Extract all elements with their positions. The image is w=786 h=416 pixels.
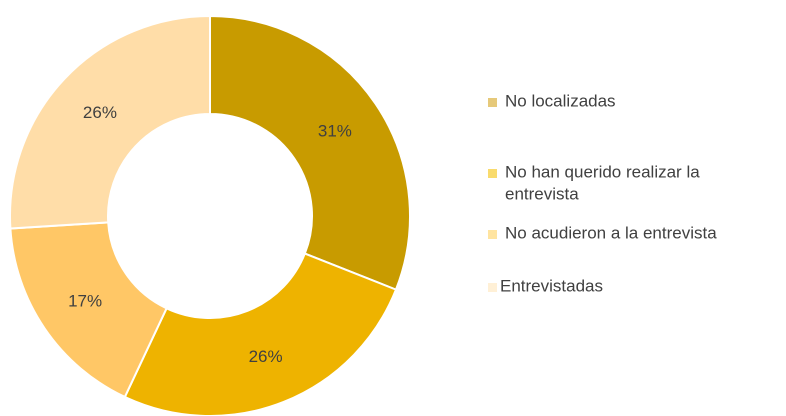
slice-no-acudieron — [9, 221, 168, 399]
legend-item-no-localizadas: No localizadas — [488, 92, 616, 111]
slice-entrevistadas — [9, 14, 211, 230]
legend-label-no-acudieron: No acudieron a la entrevista — [505, 224, 717, 243]
slice-no-localizadas — [209, 14, 411, 291]
donut-data-labels: 31% 26% 17% 26% — [68, 103, 352, 366]
legend-label-no-han-querido: entrevista — [505, 185, 579, 204]
legend-item-no-acudieron: No acudieron a la entrevista — [488, 224, 717, 243]
legend-item-entrevistadas: Entrevistadas — [488, 277, 603, 296]
legend-swatch-no-acudieron — [488, 230, 497, 239]
data-label-no-han-querido: 26% — [249, 347, 283, 366]
legend-label-no-localizadas: No localizadas — [505, 92, 616, 111]
legend-label-no-han-querido: No han querido realizar la — [505, 163, 700, 182]
legend-swatch-no-localizadas — [488, 98, 497, 107]
legend-swatch-no-han-querido — [488, 169, 497, 178]
legend-item-no-han-querido: No han querido realizar la entrevista — [488, 163, 700, 204]
data-label-no-acudieron: 17% — [68, 291, 102, 310]
chart-legend: No localizadas No han querido realizar la… — [488, 92, 717, 296]
donut-slices — [9, 14, 411, 416]
data-label-entrevistadas: 26% — [83, 103, 117, 122]
data-label-no-localizadas: 31% — [318, 122, 352, 141]
legend-swatch-entrevistadas — [488, 283, 497, 292]
slice-no-han-querido — [123, 252, 398, 416]
legend-label-entrevistadas: Entrevistadas — [500, 277, 603, 296]
